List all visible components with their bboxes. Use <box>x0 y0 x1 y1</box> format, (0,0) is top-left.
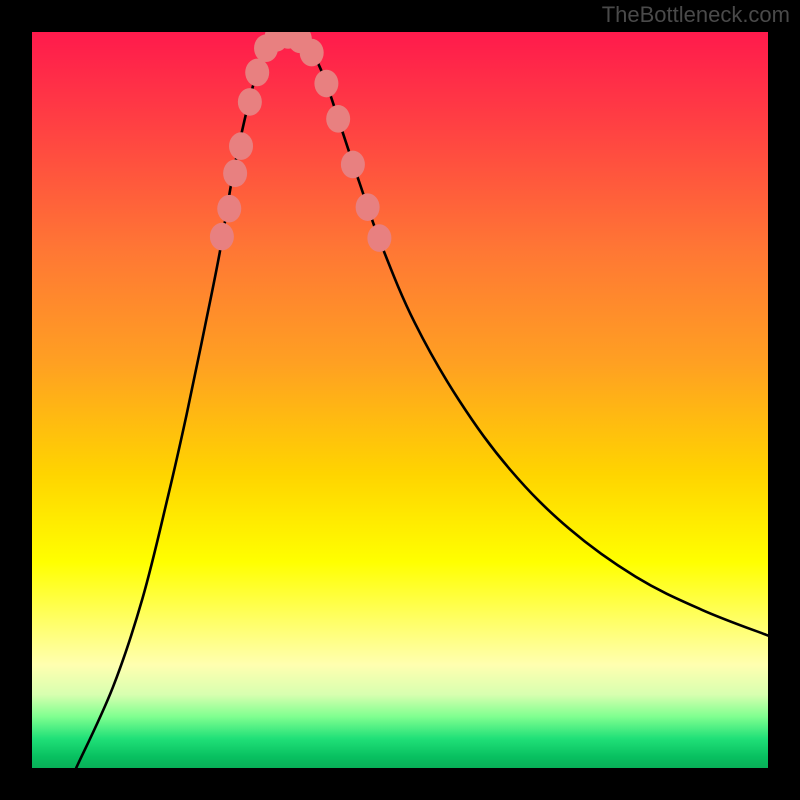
curve-marker <box>245 59 269 87</box>
curve-marker <box>367 224 391 252</box>
curve-marker <box>300 39 324 67</box>
curve-marker <box>341 151 365 179</box>
curve-marker <box>217 195 241 223</box>
curve-marker <box>210 223 234 251</box>
curve-marker <box>326 105 350 133</box>
curve-marker <box>356 193 380 221</box>
chart-container: TheBottleneck.com <box>0 0 800 800</box>
curve-marker <box>238 88 262 116</box>
chart-svg <box>0 0 800 800</box>
curve-marker <box>223 160 247 188</box>
watermark-text: TheBottleneck.com <box>602 2 790 28</box>
curve-marker <box>229 132 253 160</box>
curve-marker <box>314 70 338 98</box>
plot-background <box>32 32 768 768</box>
